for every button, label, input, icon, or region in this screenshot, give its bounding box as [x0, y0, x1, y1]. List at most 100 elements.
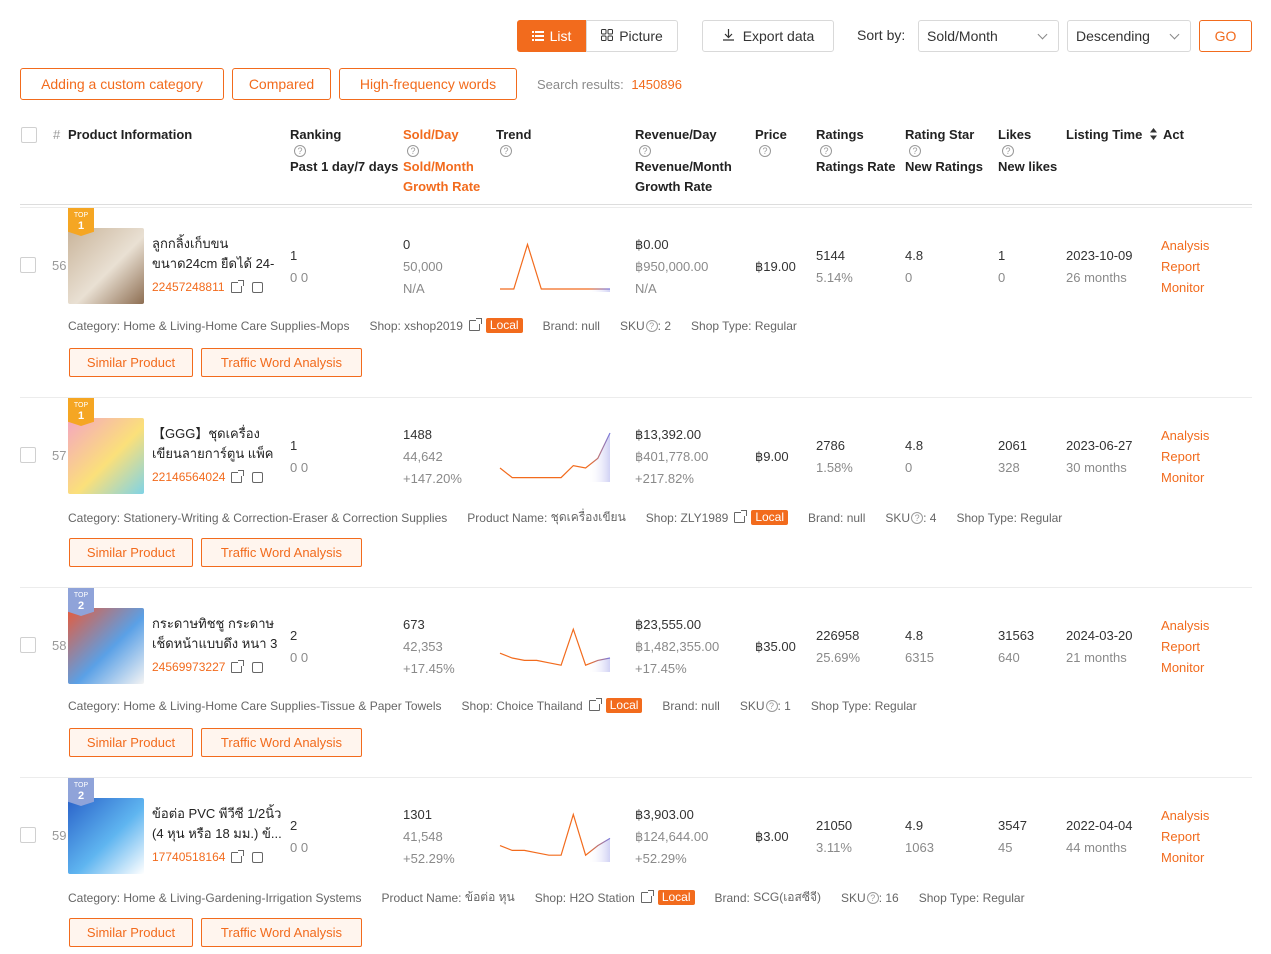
go-button[interactable]: GO: [1199, 20, 1252, 52]
shop-value[interactable]: xshop2019: [404, 318, 463, 333]
external-link-icon[interactable]: [230, 279, 244, 293]
shop-value[interactable]: H2O Station: [569, 890, 635, 905]
similar-product-button[interactable]: Similar Product: [69, 918, 193, 947]
add-custom-category-button[interactable]: Adding a custom category: [20, 68, 224, 100]
brand-value: null: [846, 510, 866, 525]
product-title[interactable]: ลูกกลิ้งเก็บขน ขนาด24cm ยืดได้ 24-104cm …: [152, 236, 275, 271]
col-ranking-sub: Past 1 day/7 days: [290, 159, 399, 174]
brand-label: Brand:: [808, 510, 844, 525]
product-id-link[interactable]: 22457248811: [152, 280, 225, 294]
product-title[interactable]: 【GGG】ชุดเครื่องเขียนลายการ์ตูน แพ็ค 5 ชิ…: [152, 426, 274, 461]
col-sold[interactable]: Sold/Day? Sold/Month Growth Rate: [403, 125, 480, 197]
brand-value: SCG(เอสซีจี): [753, 890, 822, 904]
external-link-icon[interactable]: [734, 510, 748, 523]
product-name-value: ข้อต่อ หุน: [464, 890, 515, 904]
product-id-link[interactable]: 17740518164: [152, 850, 226, 864]
col-revenue-month-label: Revenue/Month: [635, 159, 732, 174]
brand-label: Brand:: [662, 698, 698, 713]
product-image[interactable]: [68, 228, 144, 304]
help-icon[interactable]: ?: [639, 145, 651, 157]
product-image[interactable]: [68, 608, 144, 684]
help-icon[interactable]: ?: [866, 891, 879, 904]
similar-product-button[interactable]: Similar Product: [69, 728, 193, 757]
analysis-link[interactable]: Analysis: [1161, 238, 1210, 253]
help-icon[interactable]: ?: [765, 699, 778, 712]
row-checkbox[interactable]: [20, 827, 36, 843]
sort-icon[interactable]: [1149, 126, 1157, 146]
help-icon[interactable]: ?: [1002, 145, 1014, 157]
product-id-link[interactable]: 24569973227: [152, 660, 226, 674]
help-icon[interactable]: ?: [407, 145, 419, 157]
copy-icon[interactable]: [249, 468, 264, 483]
export-data-button[interactable]: Export data: [702, 20, 834, 52]
analysis-link[interactable]: Analysis: [1161, 808, 1210, 823]
picture-view-button[interactable]: Picture: [586, 20, 678, 52]
report-link[interactable]: Report: [1161, 639, 1201, 654]
help-icon[interactable]: ?: [500, 145, 512, 157]
help-icon[interactable]: ?: [909, 145, 921, 157]
product-image[interactable]: [68, 798, 144, 874]
product-id-link[interactable]: 22146564024: [152, 470, 226, 484]
external-link-icon[interactable]: [231, 659, 245, 673]
row-checkbox[interactable]: [20, 257, 36, 273]
external-link-icon[interactable]: [588, 698, 602, 711]
revenue-growth: +17.45%: [635, 661, 687, 676]
row-checkbox[interactable]: [20, 637, 36, 653]
product-image[interactable]: [68, 418, 144, 494]
external-link-icon[interactable]: [640, 890, 654, 903]
local-badge: Local: [485, 318, 523, 333]
col-sold-month-label: Sold/Month: [403, 159, 474, 174]
traffic-word-analysis-button[interactable]: Traffic Word Analysis: [201, 728, 362, 757]
analysis-link[interactable]: Analysis: [1161, 618, 1210, 633]
shop-value[interactable]: Choice Thailand: [496, 698, 583, 713]
report-link[interactable]: Report: [1161, 829, 1201, 844]
row-checkbox[interactable]: [20, 447, 36, 463]
row-divider: [20, 587, 1252, 588]
shop-value[interactable]: ZLY1989: [680, 510, 729, 525]
similar-product-button[interactable]: Similar Product: [69, 538, 193, 567]
monitor-link[interactable]: Monitor: [1161, 850, 1205, 865]
help-icon[interactable]: ?: [294, 145, 306, 157]
copy-icon[interactable]: [249, 848, 264, 863]
help-icon[interactable]: ?: [759, 145, 771, 157]
col-listing-time[interactable]: Listing Time: [1066, 125, 1157, 146]
trend-sparkline: [499, 627, 611, 672]
shop-label: Shop:: [534, 890, 567, 905]
similar-product-button[interactable]: Similar Product: [69, 348, 193, 377]
copy-icon[interactable]: [248, 278, 263, 293]
product-title[interactable]: ข้อต่อ PVC พีวีซี 1/2นิ้ว (4 หุน หรือ 18…: [152, 806, 282, 841]
col-revenue: Revenue/Day? Revenue/Month Growth Rate: [635, 125, 732, 197]
price-value: ฿19.00: [755, 259, 796, 274]
report-link[interactable]: Report: [1161, 449, 1201, 464]
sort-order-select[interactable]: Descending: [1067, 20, 1191, 52]
traffic-word-analysis-button[interactable]: Traffic Word Analysis: [201, 348, 362, 377]
help-icon[interactable]: ?: [645, 319, 658, 332]
monitor-link[interactable]: Monitor: [1161, 280, 1205, 295]
category-field: Category: Home & Living-Home Care Suppli…: [68, 319, 349, 333]
likes-cell: 31563 640: [998, 625, 1034, 669]
copy-icon[interactable]: [249, 658, 264, 673]
new-likes-value: 0: [998, 270, 1006, 285]
external-link-icon[interactable]: [231, 849, 245, 863]
new-likes-value: 640: [998, 650, 1020, 665]
traffic-word-analysis-button[interactable]: Traffic Word Analysis: [201, 538, 362, 567]
external-link-icon[interactable]: [468, 318, 482, 331]
analysis-link[interactable]: Analysis: [1161, 428, 1210, 443]
help-icon[interactable]: ?: [911, 511, 924, 524]
category-field: Category: Stationery-Writing & Correctio…: [68, 511, 447, 525]
high-frequency-words-button[interactable]: High-frequency words: [339, 68, 517, 100]
traffic-word-analysis-button[interactable]: Traffic Word Analysis: [201, 918, 362, 947]
list-view-button[interactable]: List: [517, 20, 586, 52]
report-link[interactable]: Report: [1161, 259, 1201, 274]
likes-cell: 2061 328: [998, 435, 1027, 479]
product-title[interactable]: กระดาษทิชชู กระดาษเช็ดหน้าแบบดึง หนา 3 .…: [152, 616, 278, 651]
monitor-link[interactable]: Monitor: [1161, 660, 1205, 675]
external-link-icon[interactable]: [231, 469, 245, 483]
help-icon[interactable]: ?: [820, 145, 832, 157]
revenue-cell: ฿23,555.00 ฿1,482,355.00 +17.45%: [635, 614, 719, 680]
select-all-checkbox[interactable]: [21, 127, 37, 143]
monitor-link[interactable]: Monitor: [1161, 470, 1205, 485]
compared-button[interactable]: Compared: [232, 68, 331, 100]
sku-label: SKU: [619, 318, 645, 333]
sort-field-select[interactable]: Sold/Month: [918, 20, 1059, 52]
